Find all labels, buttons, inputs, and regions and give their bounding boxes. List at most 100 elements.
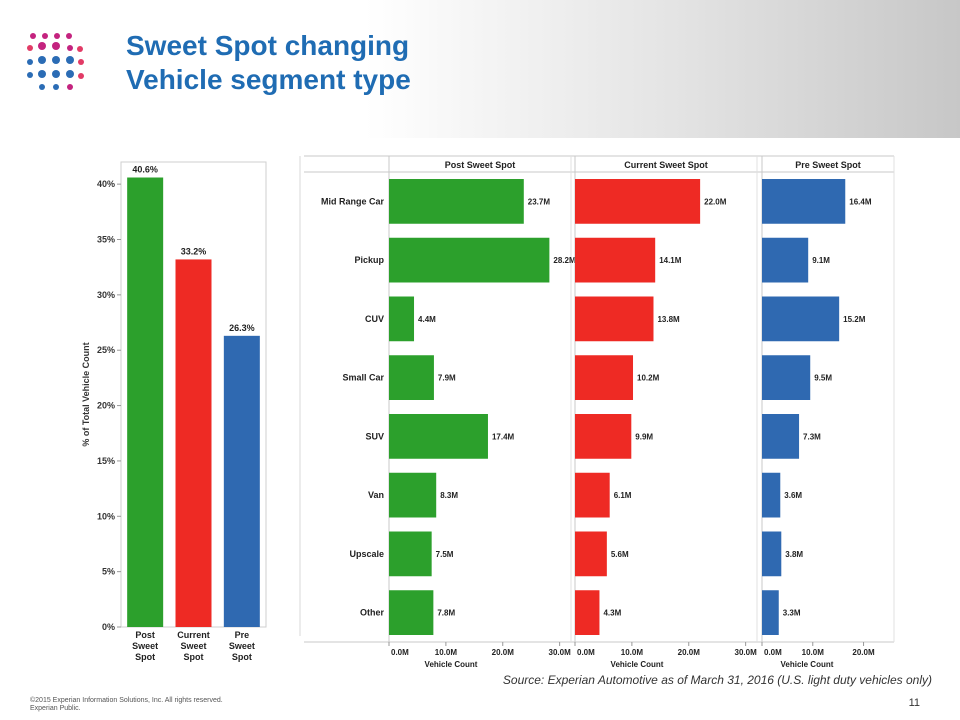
bar-value-label: 4.3M	[603, 609, 621, 618]
logo-dot	[39, 84, 45, 90]
y-tick-label: 0%	[102, 622, 115, 632]
bar	[389, 472, 437, 518]
bar	[575, 414, 632, 459]
bar	[389, 355, 434, 400]
bar-value-label: 16.4M	[849, 197, 872, 206]
page-number: 11	[908, 697, 920, 709]
segment-bar-chart: Mid Range Car Pickup CUV Small Car SUV Van Ups…	[299, 155, 895, 669]
y-tick-label: 15%	[97, 456, 115, 466]
bar-value-label: 23.7M	[528, 197, 551, 206]
x-tick-label: 30.0M	[549, 648, 572, 657]
bar-value-label: 14.1M	[659, 256, 682, 265]
bar-value-label: 5.6M	[611, 550, 629, 559]
category-label: Van	[368, 490, 384, 500]
percent-bar-chart: 0% 5% 10% 15% 20% 25% 30% 35% 40% % of Total Vehi…	[81, 161, 267, 662]
panel-header: Pre Sweet Spot	[795, 160, 861, 170]
bar	[575, 179, 701, 224]
experian-logo-icon	[27, 33, 84, 90]
bar	[389, 531, 432, 577]
bar	[762, 237, 809, 283]
bar-value-label: 9.9M	[635, 432, 653, 441]
bar-value-label: 3.8M	[785, 550, 803, 559]
y-tick-label: 20%	[97, 401, 115, 411]
bar	[575, 355, 634, 400]
bar-value-label: 7.3M	[803, 432, 821, 441]
logo-dot	[42, 33, 48, 39]
bar-value-label: 9.1M	[812, 256, 830, 265]
logo-dot	[27, 72, 33, 78]
panel-header: Post Sweet Spot	[445, 160, 516, 170]
logo-dot	[78, 59, 84, 65]
logo-dot	[27, 59, 33, 65]
panel-header: Current Sweet Spot	[624, 160, 708, 170]
x-axis-title: Vehicle Count	[611, 660, 664, 669]
logo-dot	[66, 33, 72, 39]
category-label: SUV	[365, 431, 384, 441]
category-label: Mid Range Car	[321, 196, 385, 206]
x-category-label: Post Sweet Spot	[132, 630, 158, 662]
bar	[762, 472, 781, 518]
bar	[389, 590, 434, 635]
x-tick-label: 0.0M	[764, 648, 782, 657]
source-note: Source: Experian Automotive as of March …	[502, 673, 932, 687]
x-tick-label: 10.0M	[802, 648, 825, 657]
bar	[575, 237, 656, 283]
slide-title-line2: Vehicle segment type	[126, 64, 411, 95]
y-tick-label: 40%	[97, 179, 115, 189]
bar	[575, 531, 607, 577]
category-label: Other	[360, 608, 385, 618]
bar-value-label: 4.4M	[418, 315, 436, 324]
bar	[389, 237, 550, 283]
panel-0: Post Sweet Spot 23.7M 28.2M 4.4M 7.9M 17.4M 8.…	[388, 156, 576, 669]
panel-2: Pre Sweet Spot 16.4M 9.1M 15.2M 9.5M 7.3M 3.6M…	[761, 156, 895, 669]
x-tick-label: 30.0M	[735, 648, 758, 657]
x-tick-label: 10.0M	[621, 648, 644, 657]
logo-dot	[77, 46, 83, 52]
x-axis-title: Vehicle Count	[425, 660, 478, 669]
bar-value-label: 13.8M	[657, 315, 680, 324]
footer-copyright: ©2015 Experian Information Solutions, In…	[30, 697, 223, 713]
logo-dot	[78, 73, 84, 79]
bar	[575, 472, 610, 518]
logo-dot	[52, 56, 60, 64]
x-category-label: Current Sweet Spot	[177, 630, 210, 662]
bar-0	[127, 177, 164, 627]
slide-header: Sweet Spot changing Vehicle segment type	[0, 0, 960, 138]
bar-value-label: 7.9M	[438, 374, 456, 383]
bar-value-label: 8.3M	[440, 491, 458, 500]
bar-value-label: 6.1M	[614, 491, 632, 500]
x-category-label: Pre Sweet Spot	[229, 630, 255, 662]
footer-line2: Experian Public.	[30, 705, 81, 712]
bar	[389, 296, 415, 342]
bar-value-label: 22.0M	[704, 197, 727, 206]
bar	[389, 414, 488, 459]
logo-dot	[67, 84, 73, 90]
logo-dot	[38, 56, 46, 64]
logo-dot	[67, 45, 73, 51]
bar-value-label: 3.3M	[783, 609, 801, 618]
bar	[575, 590, 600, 635]
bar-1	[175, 259, 212, 627]
bar-value-label: 26.3%	[229, 323, 255, 333]
logo-dot	[54, 33, 60, 39]
bar-value-label: 15.2M	[843, 315, 866, 324]
x-tick-label: 10.0M	[435, 648, 458, 657]
logo-dot	[66, 56, 74, 64]
bar-value-label: 28.2M	[553, 256, 576, 265]
y-axis-title: % of Total Vehicle Count	[81, 342, 91, 446]
x-tick-label: 20.0M	[852, 648, 875, 657]
bar	[762, 296, 840, 342]
bar-value-label: 3.6M	[784, 491, 802, 500]
bar-value-label: 40.6%	[132, 165, 158, 175]
bar-value-label: 7.5M	[436, 550, 454, 559]
x-tick-label: 20.0M	[492, 648, 515, 657]
bar	[762, 355, 811, 400]
bar	[389, 179, 524, 224]
x-tick-label: 0.0M	[577, 648, 595, 657]
bar-2	[223, 335, 260, 627]
x-tick-label: 20.0M	[678, 648, 701, 657]
footer-line1: ©2015 Experian Information Solutions, In…	[30, 697, 223, 704]
panel-1: Current Sweet Spot 22.0M 14.1M 13.8M 10.2M 9.…	[574, 156, 758, 669]
logo-dot	[66, 70, 74, 78]
